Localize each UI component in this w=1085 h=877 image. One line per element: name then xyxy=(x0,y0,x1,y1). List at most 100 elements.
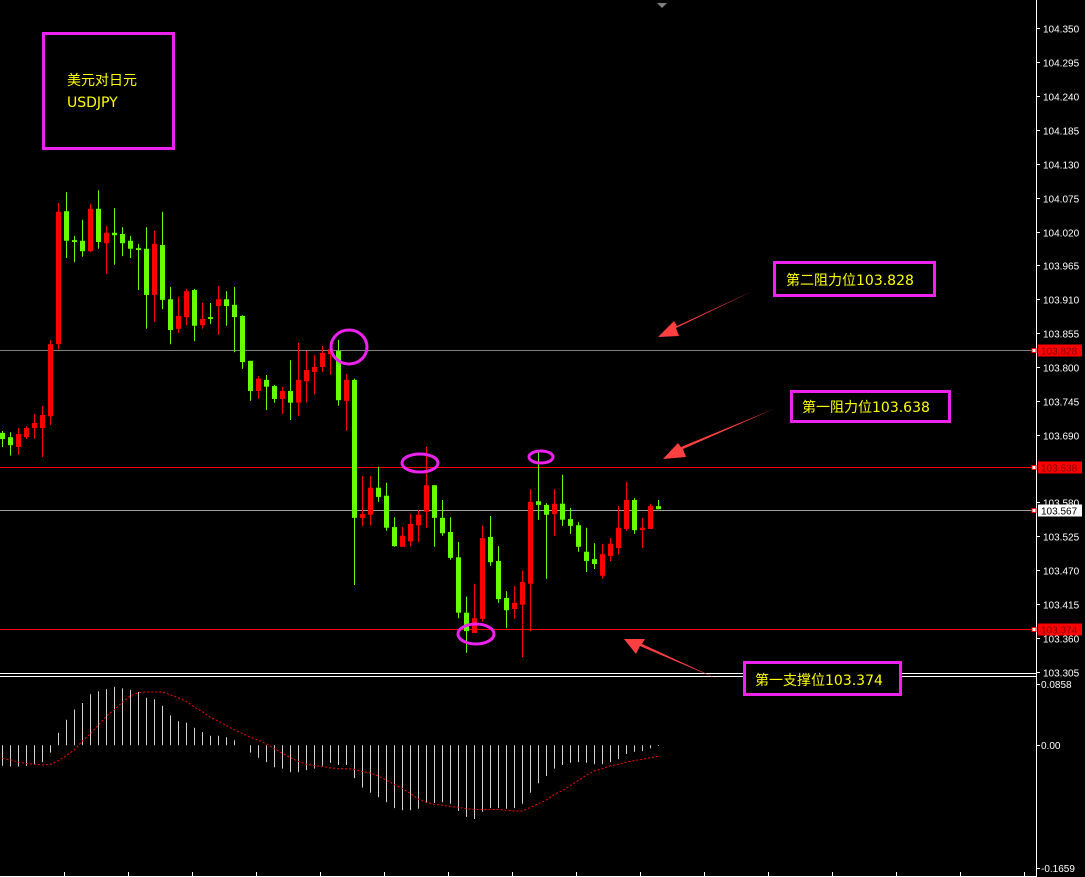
price-tick-label: 103.855 xyxy=(1043,330,1080,341)
price-tick-label: 103.305 xyxy=(1043,669,1080,680)
candle-body xyxy=(264,379,269,387)
candle-body xyxy=(632,499,637,531)
annotation-text: 第一支撑位103.374 xyxy=(755,672,883,689)
candle xyxy=(184,288,189,326)
price-tick-label: 103.745 xyxy=(1043,398,1080,409)
level-anchor-icon[interactable] xyxy=(1031,465,1037,470)
annotation-frame xyxy=(773,261,936,297)
candle-body xyxy=(72,240,77,242)
level-anchor-icon[interactable] xyxy=(1031,348,1037,353)
candle xyxy=(544,503,549,579)
arrow-icon xyxy=(658,290,755,337)
candle-body xyxy=(504,597,509,611)
price-tick-label: 104.075 xyxy=(1043,195,1080,206)
candle-body xyxy=(488,536,493,563)
candle-body xyxy=(24,427,29,438)
level-anchor-icon[interactable] xyxy=(1031,508,1037,513)
candle xyxy=(16,427,21,456)
highlight-ellipse xyxy=(400,452,440,474)
candle xyxy=(248,360,253,401)
symbol-box-frame xyxy=(42,32,175,150)
candle xyxy=(304,350,309,403)
candle xyxy=(568,508,573,534)
candle-body xyxy=(40,415,45,428)
candle-body xyxy=(272,386,277,400)
price-tick-label: 104.185 xyxy=(1043,127,1080,138)
candle-body xyxy=(472,618,477,634)
candle-body xyxy=(112,232,117,236)
candle-body xyxy=(600,554,605,576)
candle-body xyxy=(8,437,13,446)
candle xyxy=(224,291,229,326)
candle xyxy=(504,591,509,629)
candle-body xyxy=(256,378,261,391)
candle-body xyxy=(496,560,501,600)
arrow-icon xyxy=(624,639,720,680)
candle-body xyxy=(304,370,309,382)
level-price-tag-label: 103.374 xyxy=(1041,626,1078,637)
candle xyxy=(640,517,645,549)
candle-body xyxy=(552,503,557,515)
candle-body xyxy=(200,318,205,326)
annotation-frame xyxy=(743,661,902,696)
price-tick-label: 103.690 xyxy=(1043,432,1080,443)
candle xyxy=(656,499,661,510)
candle xyxy=(0,431,5,448)
candle-body xyxy=(288,391,293,403)
candle-body xyxy=(576,525,581,547)
candle-body xyxy=(224,299,229,307)
shift-marker-icon[interactable] xyxy=(657,3,667,8)
price-tick-label: 103.910 xyxy=(1043,296,1080,307)
candle xyxy=(400,527,405,547)
symbol-box: 美元对日元 USDJPY xyxy=(42,32,175,150)
candle-body xyxy=(96,208,101,242)
candle xyxy=(160,211,165,310)
candle-body xyxy=(560,503,565,520)
price-tick-label: 103.525 xyxy=(1043,533,1080,544)
annotation-text: 第一阻力位103.638 xyxy=(802,399,930,416)
candle xyxy=(8,432,13,456)
level-price-tag xyxy=(1038,623,1082,636)
level-price-tag xyxy=(1038,504,1082,517)
candle-body xyxy=(208,317,213,319)
highlight-marks xyxy=(329,290,776,680)
candle xyxy=(40,405,45,457)
candle-body xyxy=(16,434,21,448)
candle xyxy=(296,342,301,417)
candle xyxy=(280,386,285,414)
candle-body xyxy=(584,551,589,561)
candle xyxy=(272,384,277,403)
candle-body xyxy=(128,240,133,249)
annotation-resistance-2: 第二阻力位103.828 xyxy=(773,261,936,297)
macd-subwindow: 0.0858 0.00 -0.1659 xyxy=(2,680,1075,877)
level-price-tag-label: 103.828 xyxy=(1041,347,1078,358)
candle-body xyxy=(184,291,189,318)
candle xyxy=(608,538,613,561)
candle xyxy=(80,219,85,257)
macd-axis-label: -0.1659 xyxy=(1041,864,1075,875)
macd-axis-label: 0.0858 xyxy=(1041,680,1072,691)
candle-body xyxy=(352,379,357,518)
price-tick-label: 103.580 xyxy=(1043,499,1080,510)
candle xyxy=(256,376,261,400)
candle xyxy=(120,227,125,257)
candle-body xyxy=(392,527,397,547)
candle-body xyxy=(0,432,5,440)
price-tick-label: 103.800 xyxy=(1043,364,1080,375)
candle xyxy=(392,517,397,547)
candle-body xyxy=(56,211,61,345)
candle-body xyxy=(232,304,237,318)
candle-body xyxy=(368,487,373,515)
annotation-frame xyxy=(790,390,951,423)
candle-body xyxy=(160,245,165,300)
candles xyxy=(0,190,661,658)
candle-body xyxy=(120,233,125,244)
level-anchor-icon[interactable] xyxy=(1031,627,1037,632)
candle-body xyxy=(432,485,437,518)
candle xyxy=(616,506,621,555)
candle xyxy=(520,570,525,658)
candle xyxy=(128,235,133,258)
candle xyxy=(528,488,533,632)
candle-body xyxy=(376,487,381,497)
